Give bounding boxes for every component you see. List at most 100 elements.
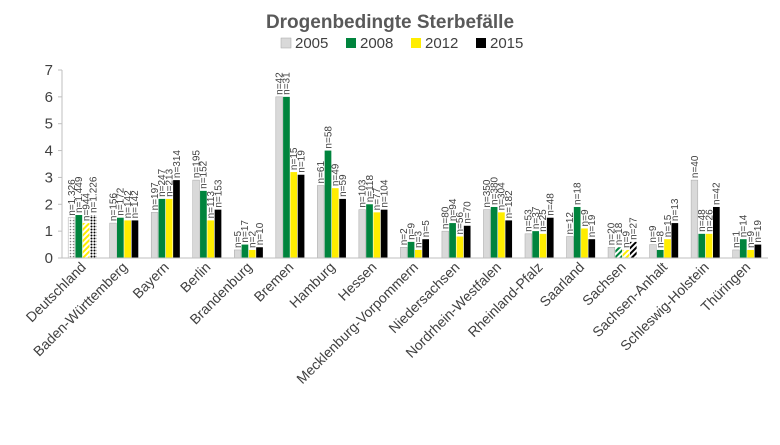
count-label-rheinland-pfalz-2005: n=53: [524, 209, 535, 232]
count-label-sachsen-2008: n=18: [614, 222, 625, 245]
bar-nordrhein-westfalen-2008: [490, 206, 498, 258]
bar-bremen-2005: [275, 96, 283, 259]
bar-rheinland-pfalz-2015: [546, 217, 554, 258]
bar-bremen-2012: [290, 172, 298, 258]
legend-label-2012: 2012: [425, 35, 458, 52]
bar-mecklenburg-vorpommern-2008: [407, 241, 415, 258]
bar-mecklenburg-vorpommern-2015: [422, 239, 429, 258]
count-label-baden-wuerttemberg-2008: n=172: [116, 187, 127, 216]
bar-mecklenburg-vorpommern-2005: [400, 247, 408, 259]
count-label-sachsen-2015: n=27: [629, 217, 640, 240]
bar-hessen-2015: [380, 209, 388, 258]
y-tick-label: 4: [45, 143, 53, 160]
bar-berlin-2005: [192, 179, 200, 259]
bar-brandenburg-2008: [241, 244, 249, 258]
bar-brandenburg-2012: [248, 249, 256, 258]
bar-sachsen-anhalt-2008: [656, 249, 664, 258]
bar-rheinland-pfalz-2005: [524, 233, 532, 259]
count-label-hamburg-2012: n=49: [331, 163, 342, 186]
bar-brandenburg-2005: [234, 249, 242, 259]
legend-label-2008: 2008: [360, 35, 393, 52]
legend-swatch-2015: [476, 38, 486, 48]
bar-bayern-2008: [158, 198, 166, 258]
bars: [67, 96, 762, 259]
count-label-saarland-2005: n=12: [565, 212, 576, 235]
bar-schleswig-holstein-2008: [698, 233, 706, 258]
count-label-schleswig-holstein-2015: n=42: [712, 182, 723, 205]
x-tick-label-rheinland-pfalz: Rheinland-Pfalz: [465, 259, 546, 340]
bar-thueringen-2008: [739, 239, 747, 258]
legend-swatch-2005: [280, 37, 292, 49]
y-tick-label: 1: [45, 223, 53, 240]
count-label-nordrhein-westfalen-2012: n=304: [497, 182, 508, 211]
count-label-thueringen-2015: n=19: [753, 220, 764, 243]
bar-thueringen-2012: [747, 249, 754, 258]
bar-hamburg-2012: [331, 188, 339, 258]
count-label-mecklenburg-vorpommern-2012: n=3: [414, 231, 425, 248]
count-label-baden-wuerttemberg-2012: n=142: [123, 190, 134, 219]
bar-baden-wuerttemberg-2015: [131, 220, 139, 258]
count-label-bremen-2015: n=19: [296, 150, 307, 173]
count-label-niedersachsen-2005: n=80: [441, 206, 452, 229]
bar-sachsen-2005: [607, 247, 615, 259]
x-tick-label-berlin: Berlin: [177, 259, 214, 296]
count-label-deutschland-2005: n=1.326: [67, 179, 78, 216]
count-label-rheinland-pfalz-2008: n=37: [531, 206, 542, 229]
bar-niedersachsen-2012: [456, 236, 464, 258]
bar-saarland-2012: [581, 228, 588, 258]
count-label-baden-wuerttemberg-2015: n=142: [130, 190, 141, 219]
count-label-schleswig-holstein-2012: n=26: [704, 209, 715, 232]
bar-saarland-2005: [566, 236, 574, 259]
count-label-thueringen-2008: n=14: [739, 214, 750, 237]
count-label-sachsen-anhalt-2012: n=15: [663, 214, 674, 237]
count-label-brandenburg-2015: n=10: [255, 222, 266, 245]
bar-bremen-2008: [283, 96, 290, 258]
count-label-hessen-2015: n=104: [379, 179, 390, 208]
legend-swatch-2012: [411, 38, 421, 48]
bar-niedersachsen-2005: [441, 230, 449, 259]
bar-berlin-2012: [207, 220, 215, 258]
y-tick-label: 6: [45, 89, 53, 106]
count-label-deutschland-2012: n=944: [81, 193, 92, 222]
count-label-bremen-2008: n=31: [282, 72, 293, 95]
bar-bayern-2005: [150, 212, 159, 259]
count-label-berlin-2008: n=152: [199, 160, 210, 189]
count-label-deutschland-2008: n=1.449: [74, 176, 85, 213]
count-label-berlin-2015: n=153: [213, 179, 224, 208]
bar-hessen-2005: [358, 209, 366, 259]
y-tick-label: 5: [45, 116, 53, 133]
bar-brandenburg-2015: [256, 247, 263, 258]
bar-sachsen-2015: [629, 241, 637, 258]
bar-berlin-2008: [200, 190, 207, 258]
legend-label-2015: 2015: [490, 35, 523, 52]
bar-bayern-2012: [165, 198, 173, 258]
y-axis: 0 1 2 3 4 5 6 7: [45, 62, 63, 267]
count-label-sachsen-anhalt-2015: n=13: [670, 198, 681, 221]
count-label-bayern-2012: n=213: [164, 168, 175, 197]
count-label-hessen-2012: n=77: [372, 187, 383, 210]
bar-rheinland-pfalz-2012: [539, 233, 547, 258]
count-label-bayern-2005: n=197: [150, 182, 161, 211]
legend: 2005 2008 2012 2015: [280, 35, 523, 52]
count-label-brandenburg-2008: n=17: [240, 220, 251, 243]
bar-sachsen-2008: [615, 247, 623, 258]
count-label-deutschland-2015: n=1.226: [89, 176, 100, 213]
bar-saarland-2008: [573, 206, 581, 258]
count-label-thueringen-2005: n=1: [731, 231, 742, 248]
count-label-brandenburg-2005: n=5: [233, 231, 244, 248]
count-label-hessen-2005: n=103: [358, 179, 369, 208]
count-label-schleswig-holstein-2005: n=40: [690, 155, 701, 178]
count-label-rheinland-pfalz-2015: n=48: [546, 193, 557, 216]
bar-schleswig-holstein-2015: [713, 206, 720, 258]
count-label-bayern-2008: n=247: [157, 168, 168, 197]
count-label-hamburg-2015: n=59: [338, 174, 349, 197]
bar-berlin-2015: [214, 209, 222, 258]
count-label-bremen-2005: n=42: [274, 72, 285, 95]
bar-niedersachsen-2008: [449, 223, 456, 258]
bar-deutschland-2005: [67, 217, 76, 259]
bar-niedersachsen-2015: [463, 225, 471, 258]
bar-hamburg-2005: [317, 185, 325, 259]
